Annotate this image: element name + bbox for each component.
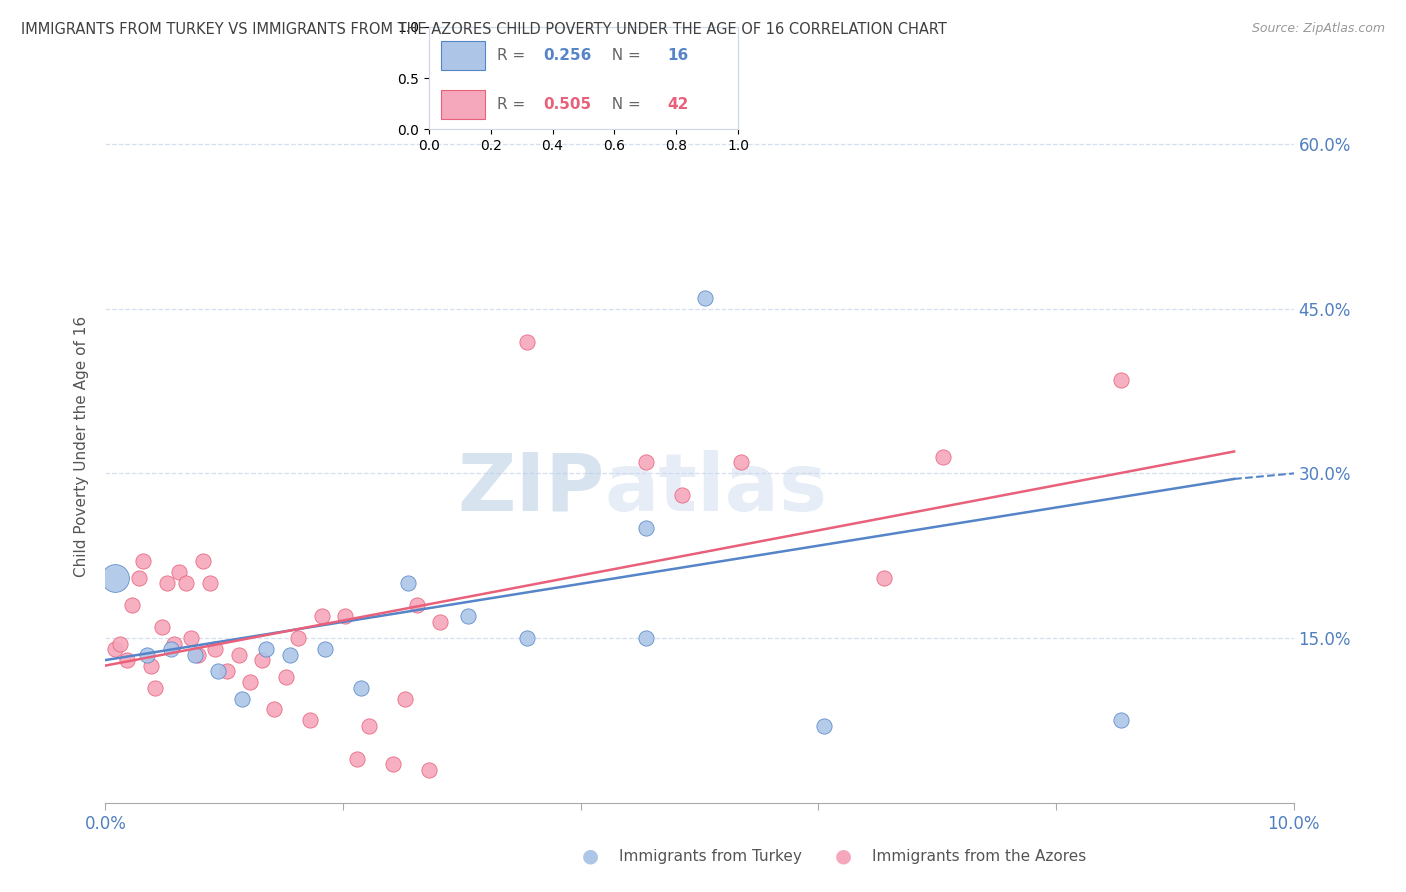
Point <box>813 719 835 733</box>
Point <box>872 571 894 585</box>
Point <box>671 488 693 502</box>
Point <box>394 691 416 706</box>
Point <box>429 615 451 629</box>
Point <box>314 642 336 657</box>
Point <box>359 719 381 733</box>
Text: atlas: atlas <box>605 450 828 528</box>
Text: R =: R = <box>496 48 530 63</box>
Point <box>228 648 250 662</box>
FancyBboxPatch shape <box>441 90 485 119</box>
Point <box>335 609 357 624</box>
Point <box>634 455 657 469</box>
Point <box>350 681 373 695</box>
Point <box>274 669 297 683</box>
Point <box>204 642 226 657</box>
Point <box>139 658 162 673</box>
Point <box>121 598 143 612</box>
Point <box>207 664 229 678</box>
Text: IMMIGRANTS FROM TURKEY VS IMMIGRANTS FROM THE AZORES CHILD POVERTY UNDER THE AGE: IMMIGRANTS FROM TURKEY VS IMMIGRANTS FRO… <box>21 22 948 37</box>
Text: ●: ● <box>835 847 852 866</box>
Point <box>159 642 181 657</box>
Point <box>405 598 427 612</box>
Point <box>457 609 479 624</box>
Point <box>183 648 205 662</box>
Text: Immigrants from the Azores: Immigrants from the Azores <box>872 849 1085 863</box>
Point <box>239 675 262 690</box>
Point <box>136 648 159 662</box>
Point <box>516 334 538 349</box>
Point <box>156 576 179 591</box>
Point <box>167 566 190 580</box>
Point <box>634 521 657 535</box>
Point <box>396 576 419 591</box>
Point <box>252 653 274 667</box>
FancyBboxPatch shape <box>441 41 485 70</box>
Point <box>278 648 301 662</box>
Text: R =: R = <box>496 97 530 112</box>
Point <box>187 648 209 662</box>
Point <box>128 571 150 585</box>
Point <box>1109 714 1132 728</box>
Point <box>143 681 166 695</box>
Text: Source: ZipAtlas.com: Source: ZipAtlas.com <box>1251 22 1385 36</box>
Point <box>132 554 155 568</box>
Point <box>516 631 538 645</box>
Point <box>1109 373 1132 387</box>
Point <box>634 631 657 645</box>
Point <box>191 554 214 568</box>
Point <box>381 757 404 772</box>
Point <box>104 571 127 585</box>
Point <box>287 631 309 645</box>
Point <box>263 702 285 716</box>
Point <box>311 609 333 624</box>
Point <box>152 620 174 634</box>
Point <box>104 642 127 657</box>
Point <box>346 752 368 766</box>
Text: Immigrants from Turkey: Immigrants from Turkey <box>619 849 801 863</box>
Point <box>254 642 277 657</box>
Point <box>115 653 138 667</box>
Text: ZIP: ZIP <box>457 450 605 528</box>
Point <box>198 576 221 591</box>
Point <box>215 664 238 678</box>
Text: N =: N = <box>602 97 645 112</box>
Point <box>695 291 717 305</box>
Point <box>108 637 131 651</box>
Point <box>298 714 321 728</box>
Point <box>174 576 197 591</box>
Y-axis label: Child Poverty Under the Age of 16: Child Poverty Under the Age of 16 <box>75 316 90 576</box>
Text: N =: N = <box>602 48 645 63</box>
Text: 16: 16 <box>666 48 689 63</box>
Text: 42: 42 <box>666 97 689 112</box>
Point <box>163 637 186 651</box>
Point <box>418 763 440 777</box>
Point <box>180 631 202 645</box>
Text: ●: ● <box>582 847 599 866</box>
Text: 0.256: 0.256 <box>543 48 592 63</box>
Text: 0.505: 0.505 <box>543 97 592 112</box>
Point <box>730 455 752 469</box>
Point <box>231 691 253 706</box>
Point <box>932 450 955 464</box>
